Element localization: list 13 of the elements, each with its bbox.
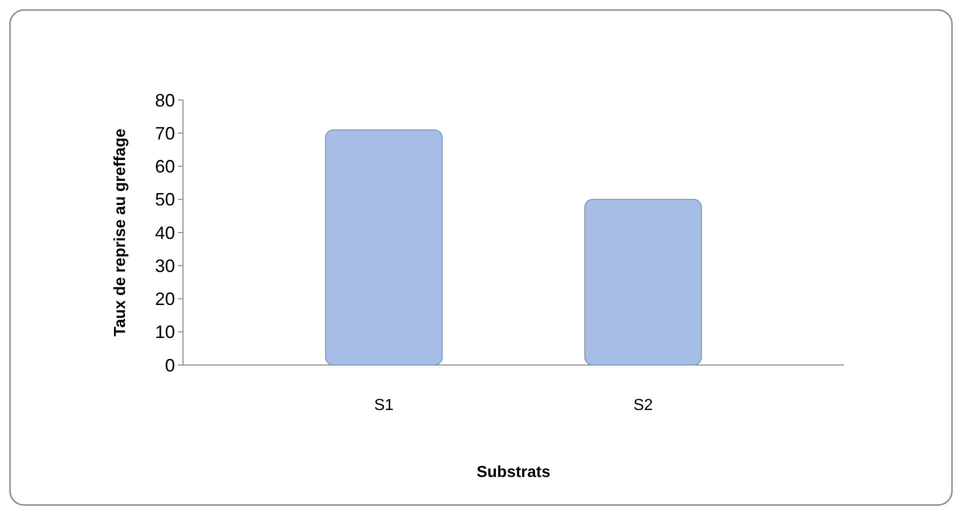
y-tick-label: 20 [154, 289, 175, 310]
y-tick-label: 0 [164, 355, 175, 376]
y-tick-label: 70 [154, 123, 175, 144]
y-axis-title: Taux de reprise au greffage [112, 128, 129, 336]
y-tick-label: 60 [154, 156, 175, 177]
y-tick-label: 50 [154, 190, 175, 210]
y-tick-label: 80 [154, 90, 175, 110]
y-tick-label: 30 [154, 256, 175, 276]
x-axis-title: Substrats [476, 464, 550, 481]
y-tick-label: 40 [154, 222, 175, 243]
x-tick-label: S1 [374, 397, 394, 414]
y-tick-label: 10 [154, 322, 175, 342]
x-tick-label: S2 [633, 397, 653, 414]
